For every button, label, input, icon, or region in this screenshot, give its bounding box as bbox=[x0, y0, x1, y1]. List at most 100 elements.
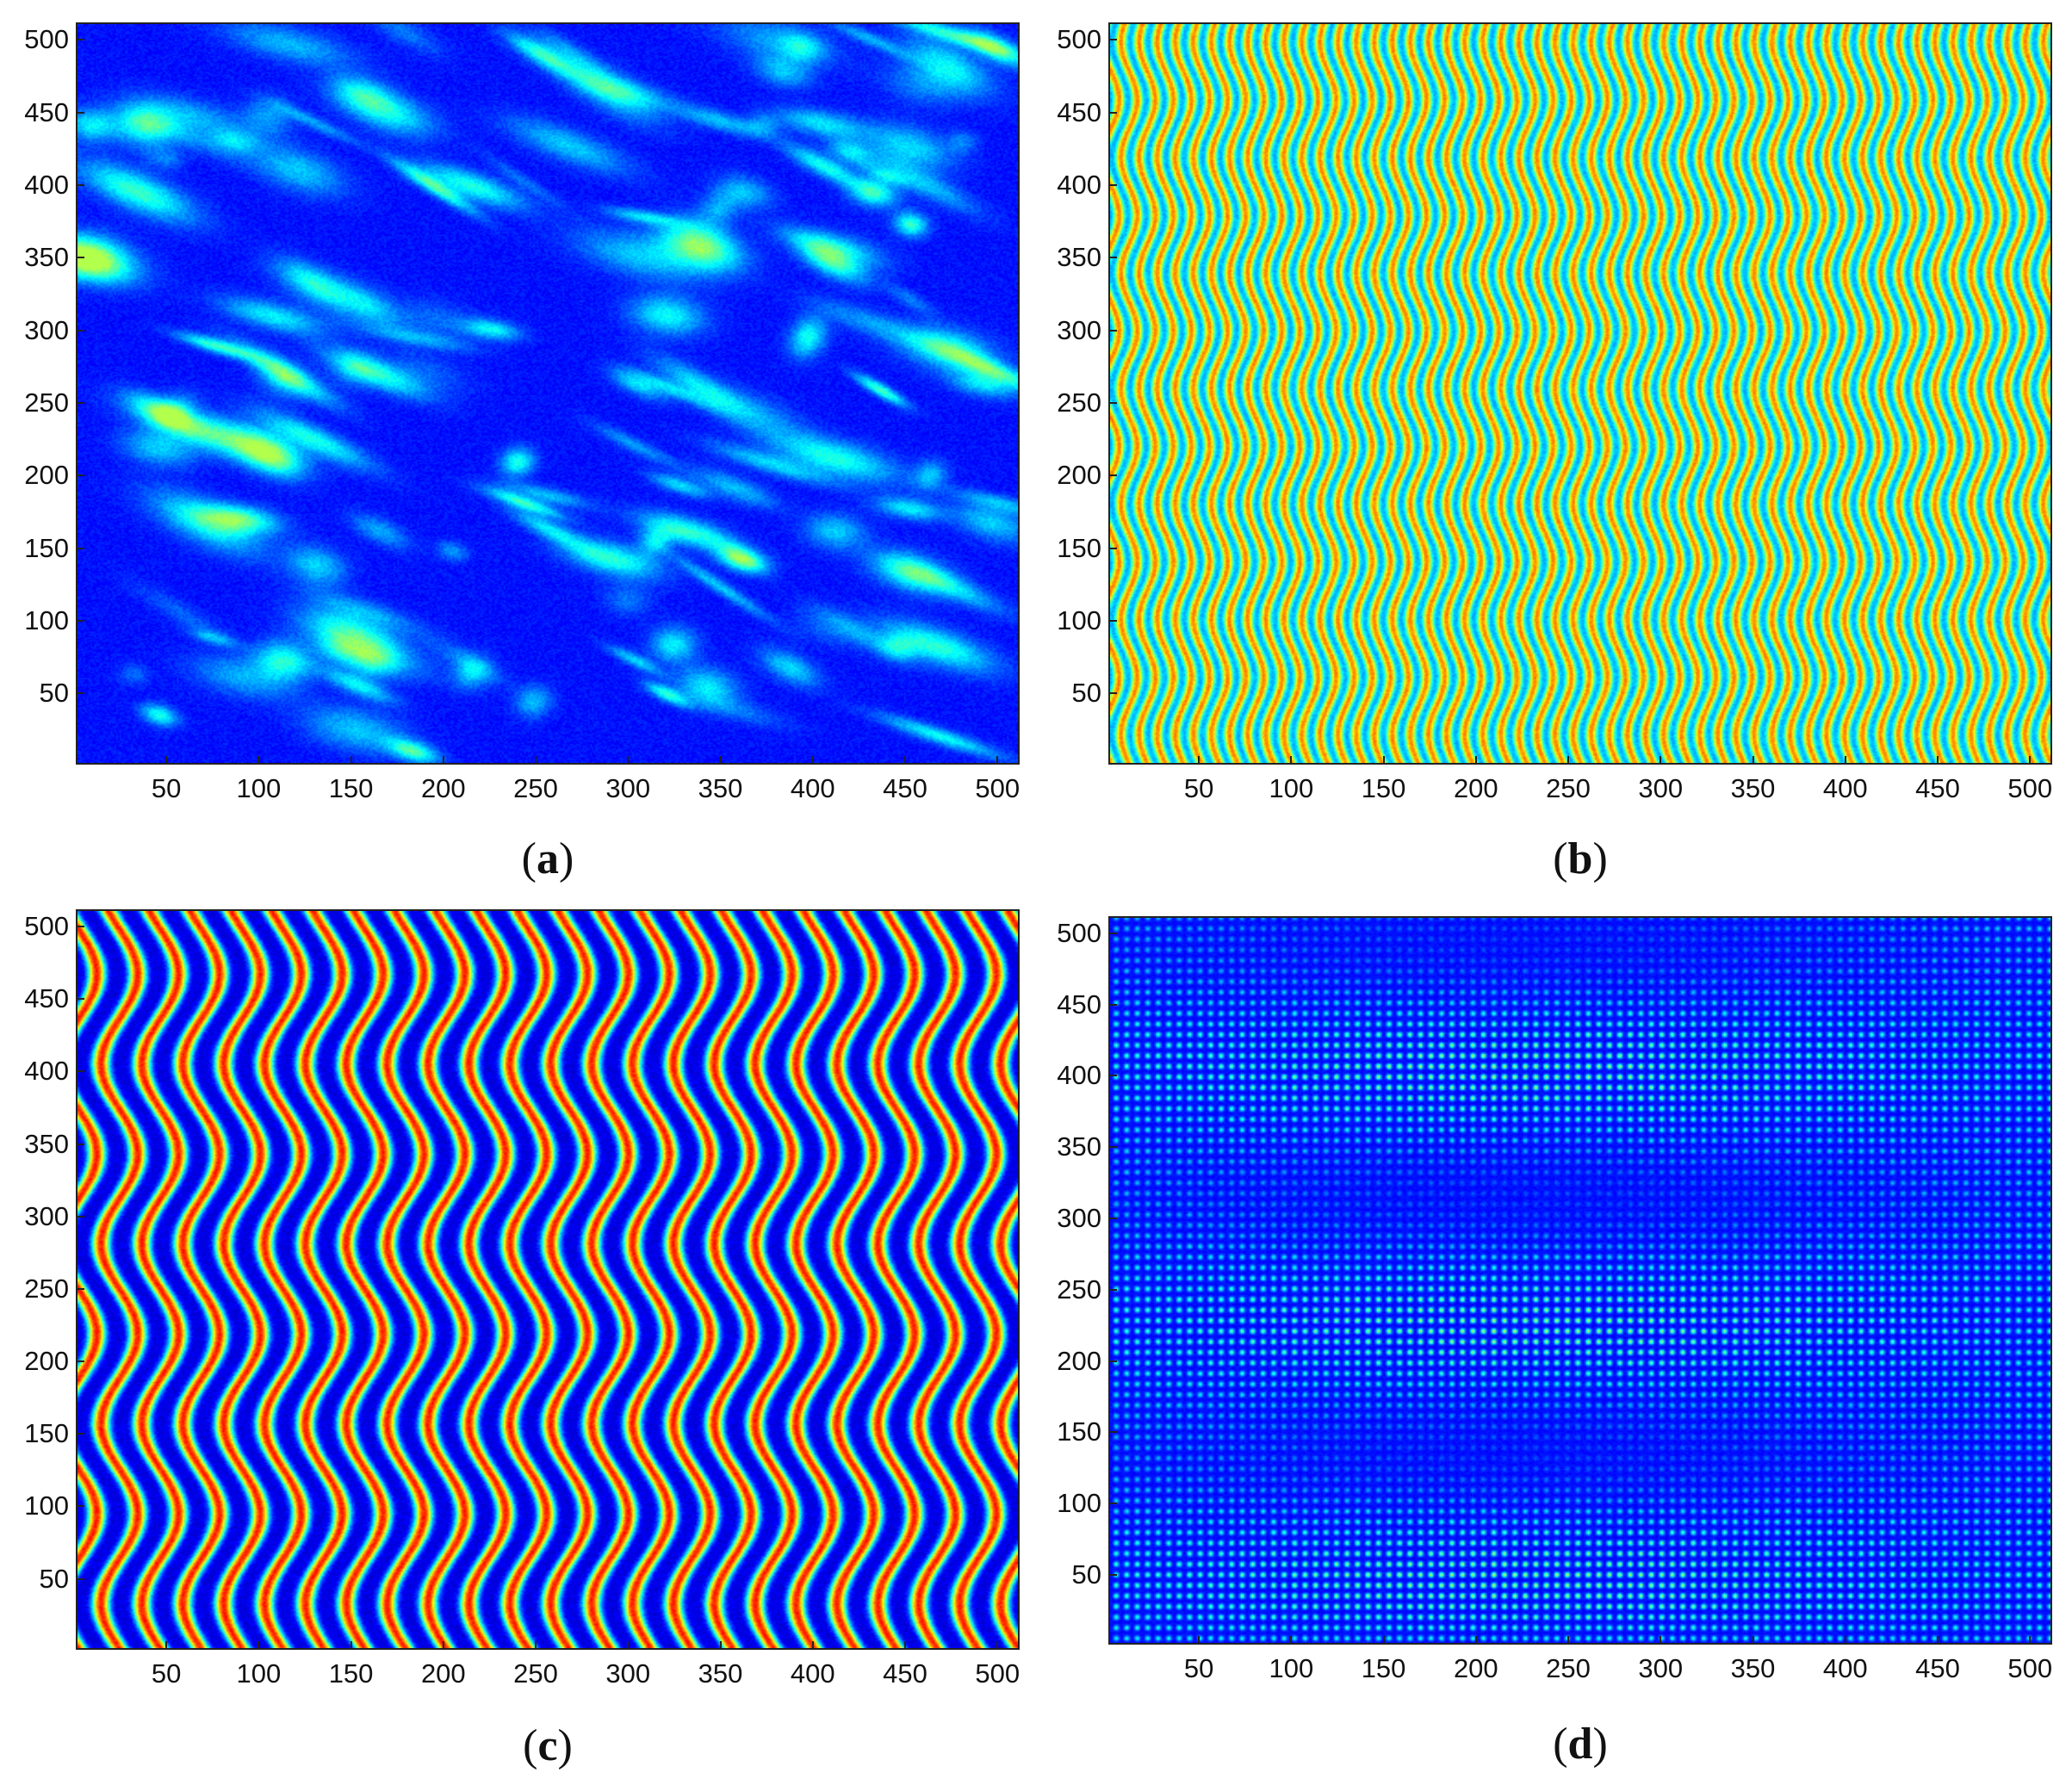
xtick-label: 450 bbox=[1915, 773, 1960, 803]
panel-label-open: ( bbox=[523, 1721, 538, 1770]
ytick-label: 250 bbox=[24, 1273, 69, 1304]
ytick-mark bbox=[76, 1505, 84, 1508]
xtick-mark bbox=[165, 756, 168, 765]
ytick-label: 400 bbox=[1057, 169, 1101, 200]
xtick-mark bbox=[627, 1641, 630, 1650]
ytick-mark bbox=[1108, 183, 1117, 186]
xtick-label: 150 bbox=[1361, 1653, 1406, 1683]
xtick-label: 250 bbox=[513, 1658, 558, 1689]
ytick-mark bbox=[1108, 1217, 1117, 1219]
xtick-label: 400 bbox=[1822, 1653, 1868, 1683]
ytick-label: 250 bbox=[24, 387, 69, 418]
panel-label-letter: b bbox=[1567, 834, 1593, 883]
heatmap-image-b bbox=[1110, 24, 2050, 763]
ytick-label: 450 bbox=[24, 983, 69, 1014]
panel-label-open: ( bbox=[521, 834, 537, 883]
ytick-label: 400 bbox=[1057, 1060, 1101, 1091]
ytick-mark bbox=[76, 998, 84, 1001]
xtick-mark bbox=[1937, 756, 1939, 765]
ytick-mark bbox=[1108, 1075, 1117, 1077]
xtick-label: 400 bbox=[790, 773, 835, 803]
xtick-mark bbox=[442, 1641, 444, 1650]
ytick-label: 150 bbox=[1057, 532, 1101, 563]
heatmap-d bbox=[1108, 916, 2052, 1645]
ytick-mark bbox=[76, 547, 84, 549]
ytick-mark bbox=[76, 111, 84, 114]
ytick-mark bbox=[1108, 619, 1117, 622]
xtick-mark bbox=[996, 1641, 999, 1650]
ytick-mark bbox=[1108, 1431, 1117, 1434]
ytick-label: 350 bbox=[1057, 242, 1101, 273]
xtick-label: 250 bbox=[513, 773, 558, 803]
ytick-mark bbox=[1108, 111, 1117, 114]
ytick-mark bbox=[76, 183, 84, 186]
panel-label-close: ) bbox=[1592, 1720, 1608, 1769]
xtick-label: 200 bbox=[1453, 773, 1498, 803]
ytick-label: 100 bbox=[24, 604, 69, 635]
xtick-label: 350 bbox=[1730, 773, 1776, 803]
ytick-mark bbox=[76, 1433, 84, 1435]
xtick-mark bbox=[1290, 756, 1293, 765]
ytick-label: 350 bbox=[24, 1128, 69, 1159]
panel-label-c: (c) bbox=[523, 1720, 573, 1771]
xtick-label: 350 bbox=[698, 773, 743, 803]
ytick-mark bbox=[1108, 1573, 1117, 1576]
xtick-mark bbox=[719, 756, 722, 765]
xtick-mark bbox=[350, 1641, 352, 1650]
xtick-label: 250 bbox=[1546, 773, 1591, 803]
ytick-label: 100 bbox=[1057, 604, 1101, 635]
xtick-label: 50 bbox=[151, 1658, 182, 1689]
xtick-mark bbox=[1198, 1636, 1200, 1645]
ytick-mark bbox=[76, 1577, 84, 1580]
xtick-mark bbox=[2029, 1636, 2032, 1645]
xtick-label: 350 bbox=[698, 1658, 743, 1689]
xtick-mark bbox=[1752, 1636, 1754, 1645]
xtick-label: 350 bbox=[1730, 1653, 1776, 1683]
panel-label-open: ( bbox=[1553, 1720, 1568, 1769]
xtick-label: 50 bbox=[1183, 1653, 1214, 1683]
ytick-label: 150 bbox=[24, 1418, 69, 1449]
xtick-mark bbox=[719, 1641, 722, 1650]
panel-label-letter: a bbox=[537, 834, 559, 883]
ytick-mark bbox=[76, 926, 84, 928]
heatmap-c bbox=[76, 909, 1020, 1650]
xtick-mark bbox=[1844, 756, 1846, 765]
ytick-mark bbox=[76, 1070, 84, 1073]
ytick-label: 300 bbox=[1057, 314, 1101, 345]
ytick-label: 500 bbox=[24, 24, 69, 55]
panel-label-close: ) bbox=[557, 1721, 573, 1770]
ytick-mark bbox=[76, 1287, 84, 1290]
ytick-mark bbox=[76, 329, 84, 332]
ytick-label: 50 bbox=[1071, 1559, 1101, 1590]
ytick-mark bbox=[76, 1143, 84, 1145]
xtick-mark bbox=[165, 1641, 168, 1650]
xtick-mark bbox=[1844, 1636, 1846, 1645]
ytick-mark bbox=[76, 619, 84, 622]
ytick-mark bbox=[76, 474, 84, 477]
ytick-label: 200 bbox=[1057, 460, 1101, 491]
panel-label-a: (a) bbox=[522, 834, 574, 884]
xtick-mark bbox=[257, 756, 260, 765]
ytick-mark bbox=[1108, 1288, 1117, 1291]
heatmap-a bbox=[76, 22, 1020, 765]
xtick-label: 250 bbox=[1546, 1653, 1591, 1683]
xtick-label: 100 bbox=[1269, 773, 1314, 803]
xtick-mark bbox=[1290, 1636, 1293, 1645]
xtick-label: 450 bbox=[883, 1658, 927, 1689]
ytick-mark bbox=[1108, 474, 1117, 477]
ytick-mark bbox=[76, 1215, 84, 1218]
xtick-mark bbox=[442, 756, 444, 765]
xtick-label: 300 bbox=[605, 773, 651, 803]
ytick-label: 250 bbox=[1057, 1274, 1101, 1305]
ytick-mark bbox=[76, 39, 84, 41]
xtick-mark bbox=[535, 756, 537, 765]
ytick-label: 400 bbox=[24, 1056, 69, 1087]
xtick-mark bbox=[1659, 1636, 1662, 1645]
xtick-label: 500 bbox=[975, 1658, 1020, 1689]
xtick-label: 500 bbox=[2007, 1653, 2053, 1683]
panel-label-b: (b) bbox=[1553, 834, 1608, 884]
xtick-label: 200 bbox=[420, 773, 466, 803]
xtick-mark bbox=[257, 1641, 260, 1650]
xtick-label: 400 bbox=[790, 1658, 835, 1689]
xtick-label: 100 bbox=[1269, 1653, 1314, 1683]
